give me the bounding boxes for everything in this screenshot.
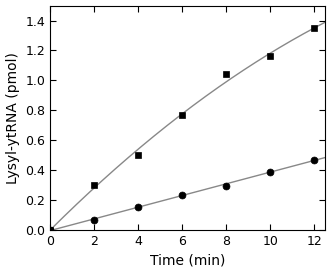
Y-axis label: Lysyl-ytRNA (pmol): Lysyl-ytRNA (pmol) xyxy=(6,52,20,184)
X-axis label: Time (min): Time (min) xyxy=(150,253,225,268)
